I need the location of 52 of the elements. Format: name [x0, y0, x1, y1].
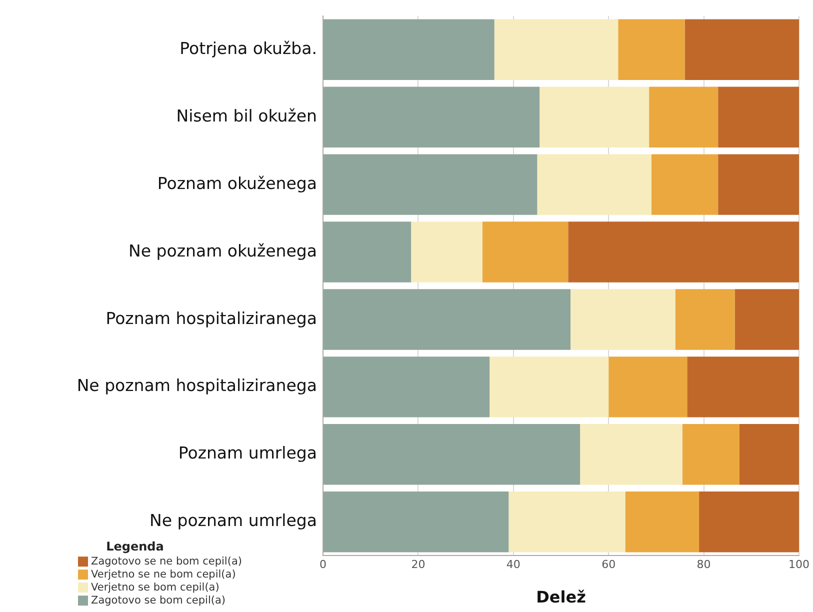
- bar: [324, 424, 580, 485]
- x-tick-label: 20: [411, 558, 426, 572]
- bar: [740, 424, 799, 485]
- x-tick-label: 80: [696, 558, 711, 572]
- bar: [580, 424, 682, 485]
- bar: [508, 492, 626, 552]
- bar: [718, 86, 799, 148]
- bar: [649, 86, 718, 148]
- bar: [608, 356, 688, 418]
- x-tick-label: 40: [506, 558, 520, 572]
- x-tick-label: 0: [320, 558, 326, 572]
- y-tick-label: Nisem bil okužen: [176, 106, 317, 126]
- legend-label: Verjetno se bom cepil(a): [91, 581, 220, 594]
- legend-title: Legenda: [106, 540, 164, 554]
- legend-label: Zagotovo se ne bom cepil(a): [91, 555, 242, 568]
- bar: [625, 492, 700, 552]
- bar: [324, 492, 509, 552]
- legend-label: Zagotovo se bom cepil(a): [91, 594, 226, 606]
- bar: [324, 154, 538, 215]
- bar: [494, 19, 618, 80]
- bar: [482, 222, 568, 282]
- bar: [675, 289, 735, 350]
- bar: [540, 86, 650, 148]
- bar: [490, 356, 609, 418]
- y-tick-label: Ne poznam hospitaliziranega: [76, 376, 317, 396]
- bar: [324, 356, 490, 418]
- bar: [734, 289, 799, 350]
- bar: [570, 289, 676, 350]
- y-tick-label: Poznam umrlega: [178, 444, 317, 463]
- bar: [411, 222, 482, 282]
- bar: [684, 19, 799, 80]
- y-tick-label: Poznam hospitaliziranega: [106, 308, 317, 328]
- legend-label: Verjetno se ne bom cepil(a): [91, 568, 236, 580]
- bar: [687, 356, 799, 418]
- bar: [568, 222, 799, 282]
- bar: [718, 154, 799, 215]
- bar: [682, 424, 740, 485]
- x-axis-title: Delež: [536, 588, 586, 607]
- bar: [324, 222, 412, 282]
- x-tick-label: 100: [788, 558, 810, 572]
- y-tick-label: Ne poznam okuženega: [128, 241, 317, 260]
- bar: [537, 154, 652, 215]
- x-tick-label: 60: [602, 558, 616, 572]
- y-tick-label: Potrjena okužba.: [180, 38, 317, 58]
- bar: [324, 19, 494, 80]
- bar: [618, 19, 685, 80]
- y-tick-label: Ne poznam umrlega: [150, 511, 317, 530]
- bar: [651, 154, 718, 215]
- bar: [324, 289, 571, 350]
- bar: [324, 86, 540, 148]
- y-tick-label: Poznam okuženega: [157, 174, 317, 193]
- bar: [699, 492, 799, 552]
